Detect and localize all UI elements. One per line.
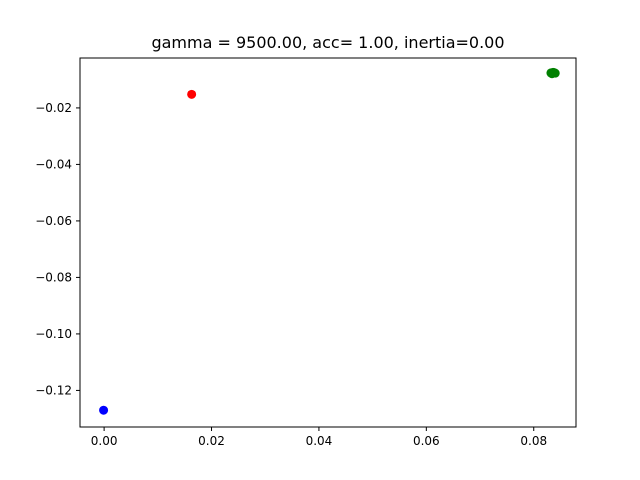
axes-frame <box>79 57 577 428</box>
y-tick-label: −0.04 <box>35 157 72 171</box>
x-axis: 0.00 0.02 0.04 0.06 0.08 <box>91 427 547 448</box>
scatter-point <box>187 89 197 99</box>
data-points <box>99 67 560 415</box>
y-tick-label: −0.10 <box>35 327 72 341</box>
scatter-point <box>549 68 559 78</box>
y-tick-label: −0.12 <box>35 383 72 397</box>
y-tick-label: −0.06 <box>35 214 72 228</box>
x-tick-label: 0.04 <box>306 434 333 448</box>
x-tick-label: 0.06 <box>413 434 440 448</box>
x-tick-label: 0.00 <box>91 434 118 448</box>
x-tick-label: 0.02 <box>198 434 225 448</box>
chart-title: gamma = 9500.00, acc= 1.00, inertia=0.00 <box>151 33 504 52</box>
x-tick-label: 0.08 <box>520 434 547 448</box>
y-tick-label: −0.08 <box>35 270 72 284</box>
y-tick-label: −0.02 <box>35 101 72 115</box>
scatter-point <box>99 405 109 415</box>
plot-area <box>79 57 577 428</box>
y-axis: −0.02 −0.04 −0.06 −0.08 −0.10 −0.12 <box>35 101 80 397</box>
